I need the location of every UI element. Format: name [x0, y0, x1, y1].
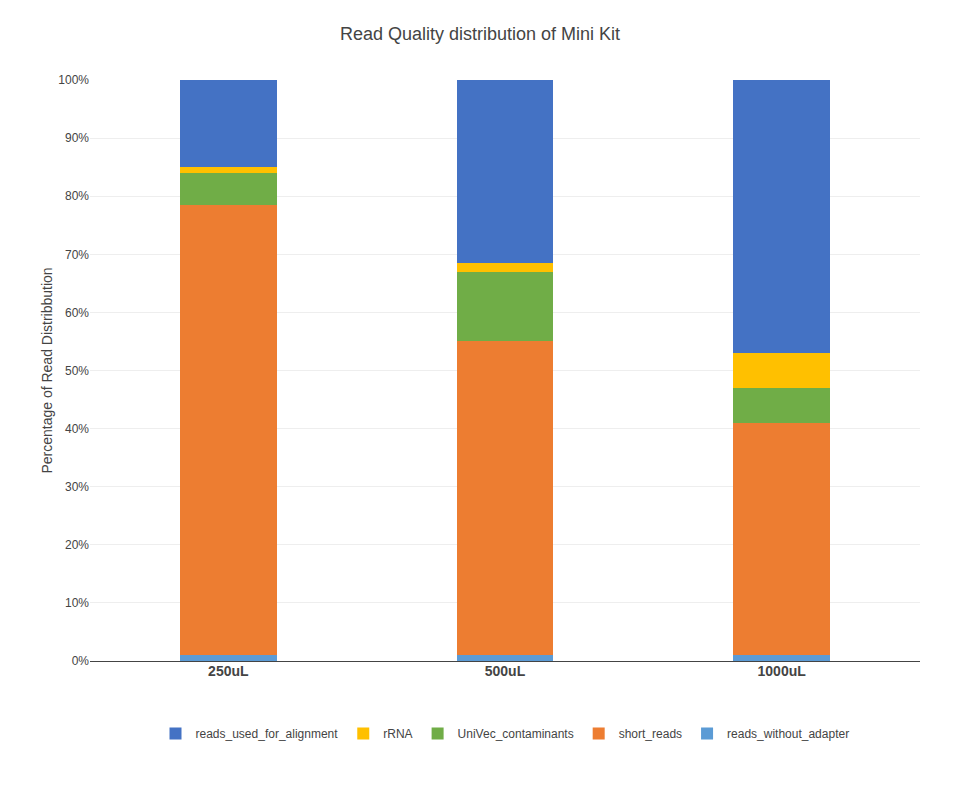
svg-text:Read Quality distribution of M: Read Quality distribution of Mini Kit — [340, 24, 620, 44]
svg-text:UniVec_contaminants: UniVec_contaminants — [458, 727, 574, 741]
svg-text:250uL: 250uL — [208, 663, 249, 679]
svg-text:50%: 50% — [65, 364, 89, 378]
svg-text:0%: 0% — [72, 654, 90, 668]
svg-text:Percentage of Read Distribbuti: Percentage of Read Distribbution — [39, 267, 55, 473]
svg-text:30%: 30% — [65, 480, 89, 494]
svg-text:reads_used_for_alignment: reads_used_for_alignment — [196, 727, 339, 741]
svg-text:40%: 40% — [65, 422, 89, 436]
svg-text:80%: 80% — [65, 189, 89, 203]
svg-text:90%: 90% — [65, 131, 89, 145]
svg-text:rRNA: rRNA — [383, 727, 412, 741]
svg-text:70%: 70% — [65, 248, 89, 262]
svg-text:60%: 60% — [65, 306, 89, 320]
svg-text:20%: 20% — [65, 538, 89, 552]
svg-text:short_reads: short_reads — [619, 727, 682, 741]
svg-text:500uL: 500uL — [485, 663, 526, 679]
svg-text:1000uL: 1000uL — [758, 663, 807, 679]
svg-text:10%: 10% — [65, 596, 89, 610]
svg-text:reads_without_adapter: reads_without_adapter — [727, 727, 849, 741]
svg-text:100%: 100% — [58, 73, 89, 87]
